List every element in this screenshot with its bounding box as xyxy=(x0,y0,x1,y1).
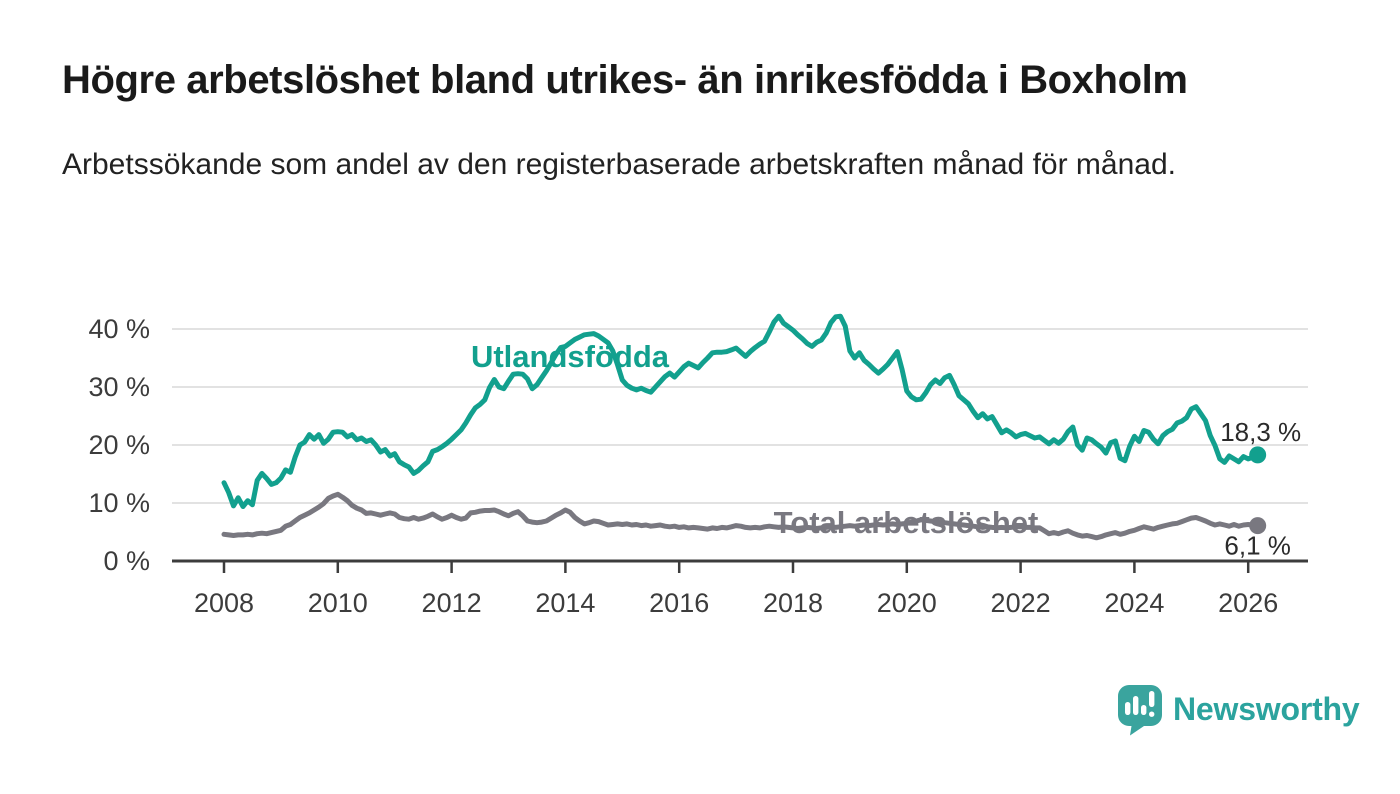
newsworthy-wordmark: Newsworthy xyxy=(1173,690,1360,727)
x-tick-label: 2012 xyxy=(422,588,482,618)
end-value-label: 6,1 % xyxy=(1224,531,1291,561)
chart-subtitle: Arbetssökande som andel av den registerb… xyxy=(62,148,1176,181)
x-tick-label: 2016 xyxy=(649,588,709,618)
y-tick-label: 40 % xyxy=(88,314,150,344)
end-point-dot xyxy=(1249,517,1267,535)
x-tick-label: 2026 xyxy=(1218,588,1278,618)
y-tick-label: 20 % xyxy=(88,430,150,460)
x-tick-label: 2014 xyxy=(535,588,595,618)
page-title: Högre arbetslöshet bland utrikes- än inr… xyxy=(62,58,1188,102)
newsworthy-logo-icon xyxy=(1117,684,1163,741)
x-tick-label: 2024 xyxy=(1104,588,1164,618)
y-tick-label: 0 % xyxy=(103,546,150,576)
y-tick-label: 30 % xyxy=(88,372,150,402)
end-point-dot xyxy=(1249,446,1267,464)
y-tick-label: 10 % xyxy=(88,488,150,518)
x-tick-label: 2008 xyxy=(194,588,254,618)
x-tick-label: 2022 xyxy=(991,588,1051,618)
end-value-label: 18,3 % xyxy=(1220,417,1301,447)
x-tick-label: 2020 xyxy=(877,588,937,618)
series-line-total xyxy=(221,491,1261,541)
series-label-total: Total arbetslöshet xyxy=(774,505,1039,540)
newsworthy-branding: Newsworthy xyxy=(1117,684,1360,741)
series-label-utlandsfodda: Utlandsfödda xyxy=(471,339,670,374)
x-tick-label: 2018 xyxy=(763,588,823,618)
series-line-utlandsfodda xyxy=(221,313,1261,509)
x-tick-label: 2010 xyxy=(308,588,368,618)
